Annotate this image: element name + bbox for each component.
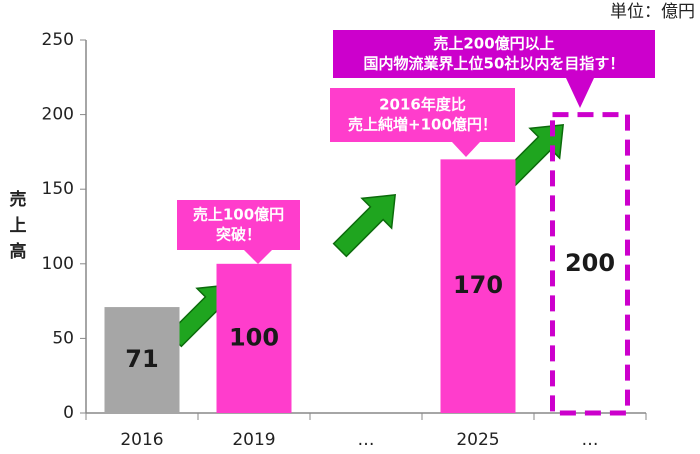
callout-text: 突破！ [216, 226, 261, 244]
callout-text: 国内物流業界上位50社以内を目指す！ [364, 55, 625, 73]
value-label: 71 [125, 345, 158, 373]
value-label: 200 [565, 249, 615, 277]
x-tick-label: 2016 [120, 430, 163, 450]
x-tick-label: … [358, 430, 375, 450]
y-tick-label: 100 [42, 254, 74, 274]
arrow [332, 194, 396, 258]
callout-box [330, 88, 515, 157]
callout-text: 売上200億円以上 [433, 35, 554, 53]
y-axis-label: 売 [10, 189, 27, 210]
y-tick-label: 250 [42, 30, 74, 50]
callout-text: 売上純増+100億円！ [348, 116, 497, 134]
growth-arrows [167, 124, 564, 348]
y-axis-label: 高 [10, 241, 27, 262]
callout-text: 売上100億円 [193, 206, 284, 224]
bar [440, 159, 516, 413]
callout-box [177, 200, 300, 264]
bar [550, 112, 630, 416]
bar [216, 263, 292, 413]
y-tick-label: 150 [42, 179, 74, 199]
callout-text: 2016年度比 [379, 96, 466, 114]
callout-box [333, 30, 655, 108]
y-tick-label: 50 [52, 328, 74, 348]
y-axis-label: 上 [10, 216, 27, 236]
x-tick-label: 2025 [456, 430, 499, 450]
x-tick-label: … [582, 430, 599, 450]
unit-label: 単位：億円 [610, 2, 695, 22]
x-tick-label: 2019 [232, 430, 275, 450]
value-label: 100 [229, 323, 279, 351]
value-label: 170 [453, 271, 503, 299]
y-tick-label: 200 [42, 105, 74, 125]
arrow [500, 124, 564, 188]
bar [104, 307, 180, 413]
y-tick-label: 0 [63, 403, 74, 423]
